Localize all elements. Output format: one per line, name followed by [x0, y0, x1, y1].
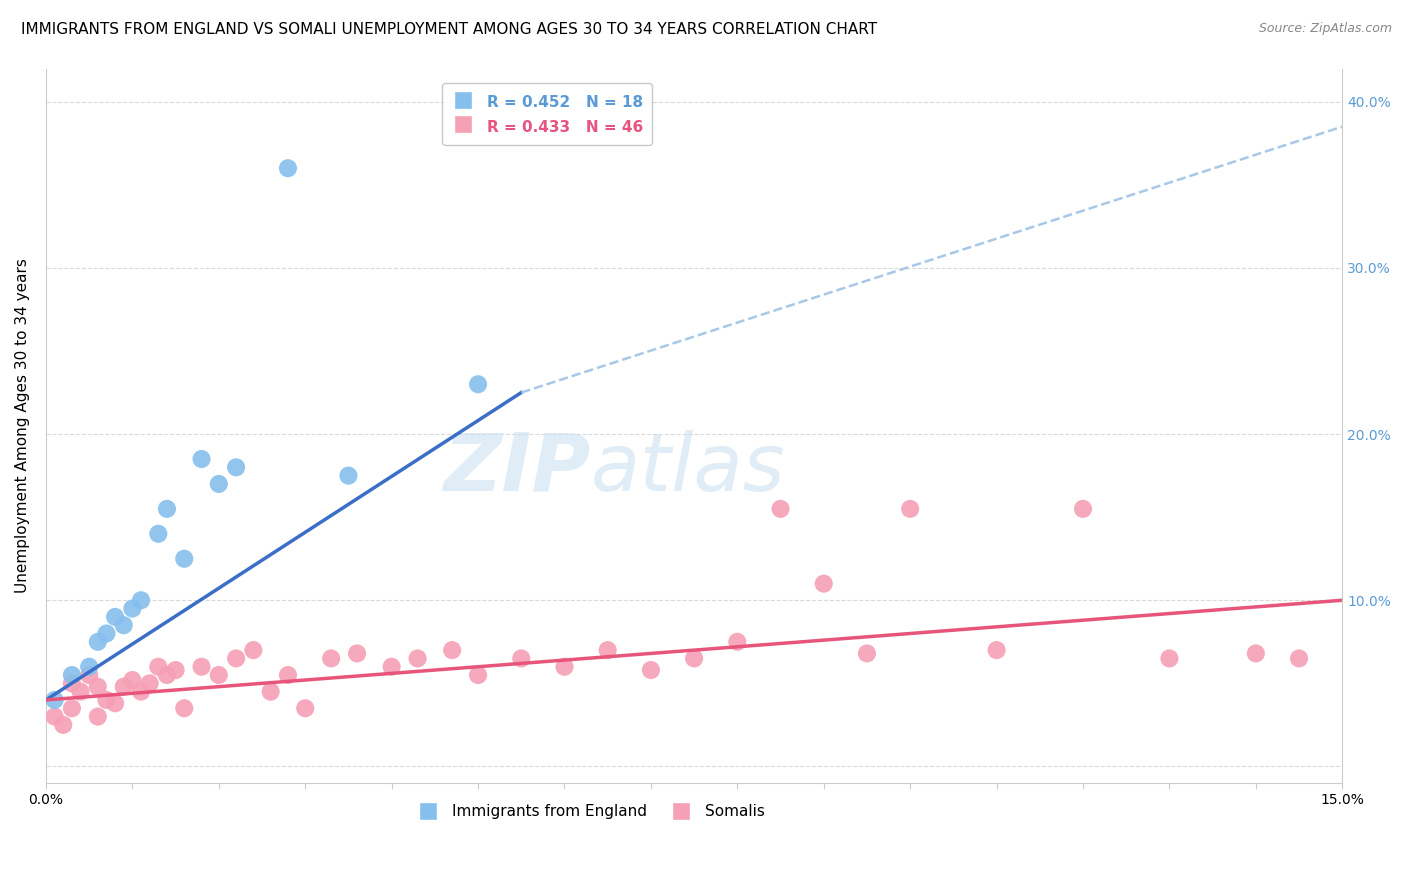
- Point: [104, 696, 127, 710]
- Y-axis label: Unemployment Among Ages 30 to 34 years: Unemployment Among Ages 30 to 34 years: [15, 259, 30, 593]
- Point: [321, 651, 343, 665]
- Point: [277, 668, 299, 682]
- Point: [553, 659, 575, 673]
- Point: [260, 684, 283, 698]
- Point: [856, 647, 879, 661]
- Point: [69, 684, 91, 698]
- Text: IMMIGRANTS FROM ENGLAND VS SOMALI UNEMPLOYMENT AMONG AGES 30 TO 34 YEARS CORRELA: IMMIGRANTS FROM ENGLAND VS SOMALI UNEMPL…: [21, 22, 877, 37]
- Point: [986, 643, 1008, 657]
- Point: [346, 647, 368, 661]
- Text: Source: ZipAtlas.com: Source: ZipAtlas.com: [1258, 22, 1392, 36]
- Point: [596, 643, 619, 657]
- Point: [129, 684, 152, 698]
- Point: [173, 551, 195, 566]
- Legend: Immigrants from England, Somalis: Immigrants from England, Somalis: [411, 798, 770, 825]
- Point: [242, 643, 264, 657]
- Point: [104, 610, 127, 624]
- Point: [898, 501, 921, 516]
- Point: [1288, 651, 1310, 665]
- Point: [96, 693, 118, 707]
- Point: [467, 668, 489, 682]
- Point: [44, 693, 66, 707]
- Point: [1244, 647, 1267, 661]
- Point: [190, 659, 212, 673]
- Point: [190, 452, 212, 467]
- Point: [294, 701, 316, 715]
- Point: [60, 701, 83, 715]
- Point: [77, 668, 100, 682]
- Point: [683, 651, 706, 665]
- Point: [77, 659, 100, 673]
- Point: [60, 668, 83, 682]
- Point: [406, 651, 429, 665]
- Point: [510, 651, 533, 665]
- Point: [769, 501, 792, 516]
- Point: [60, 676, 83, 690]
- Point: [112, 618, 135, 632]
- Point: [121, 673, 143, 687]
- Point: [138, 676, 160, 690]
- Point: [1159, 651, 1181, 665]
- Point: [208, 668, 231, 682]
- Point: [87, 635, 110, 649]
- Point: [148, 526, 170, 541]
- Point: [87, 680, 110, 694]
- Point: [156, 501, 179, 516]
- Point: [112, 680, 135, 694]
- Point: [52, 718, 75, 732]
- Point: [225, 651, 247, 665]
- Point: [725, 635, 748, 649]
- Text: atlas: atlas: [591, 430, 785, 508]
- Point: [44, 709, 66, 723]
- Point: [813, 576, 835, 591]
- Point: [467, 377, 489, 392]
- Point: [337, 468, 360, 483]
- Point: [121, 601, 143, 615]
- Point: [381, 659, 404, 673]
- Text: ZIP: ZIP: [443, 430, 591, 508]
- Point: [129, 593, 152, 607]
- Point: [277, 161, 299, 176]
- Point: [148, 659, 170, 673]
- Point: [640, 663, 662, 677]
- Point: [87, 709, 110, 723]
- Point: [156, 668, 179, 682]
- Point: [208, 477, 231, 491]
- Point: [441, 643, 464, 657]
- Point: [1071, 501, 1094, 516]
- Point: [173, 701, 195, 715]
- Point: [96, 626, 118, 640]
- Point: [225, 460, 247, 475]
- Point: [165, 663, 187, 677]
